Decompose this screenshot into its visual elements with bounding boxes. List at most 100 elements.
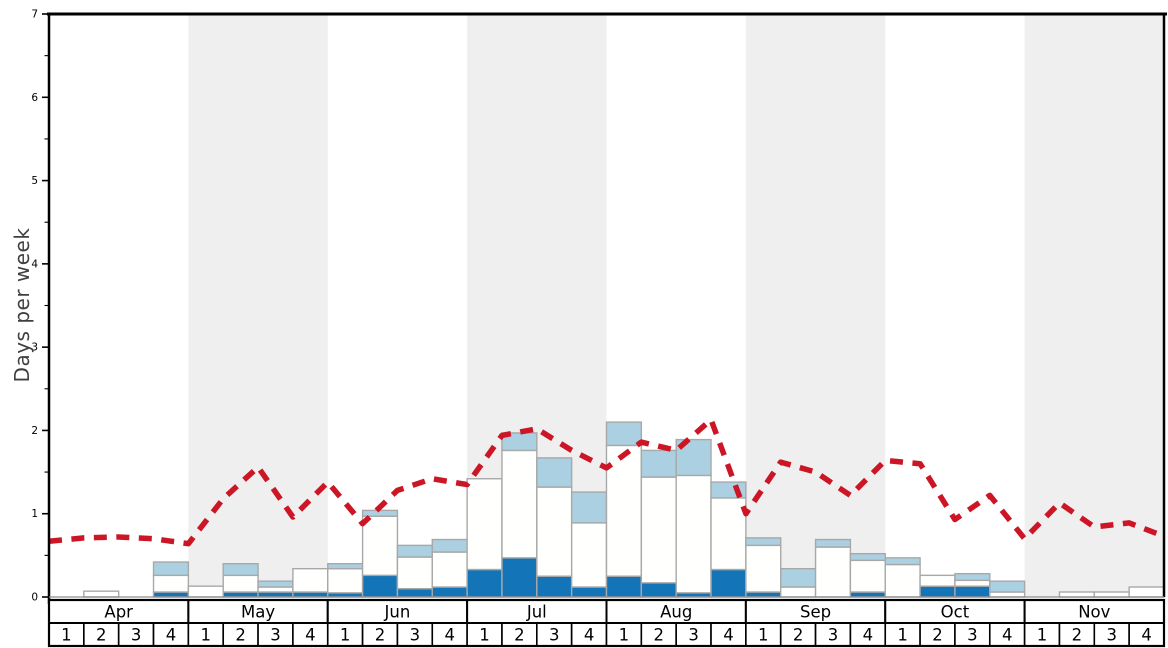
bar-segment-light-blue	[152, 561, 190, 577]
bar-segment-white	[222, 574, 259, 593]
y-tick-label: 1	[31, 508, 38, 520]
bar-segment-dark-blue	[292, 591, 329, 598]
bar-segment-dark-blue	[222, 591, 259, 598]
week-cell-label: 1	[61, 626, 72, 645]
bar-segment-light-blue	[605, 421, 643, 447]
week-cell-label: 2	[793, 626, 804, 645]
y-tick-label: 3	[31, 342, 38, 354]
bar-segment-light-blue	[501, 432, 538, 452]
bar-segment-light-blue	[640, 449, 677, 478]
month-cell-label: Sep	[800, 603, 831, 622]
bar-segment-white	[431, 551, 468, 588]
bar-segment-dark-blue	[466, 568, 503, 598]
week-cell-label: 3	[967, 626, 978, 645]
bar-segment-light-blue	[884, 557, 921, 566]
week-cell-label: 3	[688, 626, 699, 645]
week-cell-label: 3	[1106, 626, 1117, 645]
week-cell-label: 1	[201, 626, 212, 645]
bar-segment-light-blue	[327, 562, 364, 570]
month-cell-label: Nov	[1078, 603, 1110, 622]
week-cell-label: 2	[96, 626, 107, 645]
bar-segment-white	[954, 579, 991, 587]
bar-segment-white	[361, 515, 399, 577]
bar-segment-light-blue	[849, 552, 886, 562]
table-outline	[47, 598, 1166, 648]
bar-segment-white	[814, 546, 852, 598]
y-tick-label: 5	[31, 175, 38, 187]
week-cell-label: 1	[479, 626, 490, 645]
bar-segment-dark-blue	[954, 585, 991, 598]
y-tick-label: 2	[31, 425, 38, 437]
bar-segment-white	[710, 497, 747, 571]
bar-segment-dark-blue	[501, 557, 538, 598]
bar-segment-dark-blue	[361, 574, 399, 598]
y-tick-label: 7	[31, 9, 38, 21]
bar-segment-dark-blue	[257, 591, 294, 598]
bar-segment-white	[152, 574, 190, 593]
month-cell-label: Jun	[384, 603, 411, 622]
bar-segment-dark-blue	[605, 575, 643, 598]
bar-segment-light-blue	[536, 457, 573, 488]
y-axis-label: Days per week	[10, 227, 34, 383]
bar-segment-white	[1128, 586, 1165, 598]
week-cell-label: 3	[828, 626, 839, 645]
month-cell-label: Oct	[941, 603, 970, 622]
week-cell-label: 3	[131, 626, 142, 645]
bar-segment-white	[187, 585, 224, 598]
bar-segment-white	[884, 563, 921, 598]
month-band-nov	[1024, 14, 1164, 597]
bar-segment-white	[605, 444, 643, 577]
bar-segment-dark-blue	[849, 591, 886, 598]
bar-segment-white	[292, 567, 329, 593]
bar-segment-white	[396, 556, 433, 590]
bar-segment-light-blue	[954, 572, 991, 582]
bar-segment-dark-blue	[710, 568, 747, 598]
bar-segment-white	[501, 449, 538, 559]
month-cell-label: Apr	[104, 603, 133, 622]
bar-segment-light-blue	[814, 538, 852, 548]
week-cell-label: 2	[1072, 626, 1083, 645]
bar-segment-white	[849, 559, 886, 593]
bar-segment-white	[1093, 591, 1130, 598]
month-cell-label: Aug	[660, 603, 692, 622]
week-cell-label: 4	[444, 626, 455, 645]
bar-segment-white	[640, 476, 677, 584]
bar-segment-light-blue	[989, 580, 1026, 593]
week-cell-label: 4	[1141, 626, 1152, 645]
bar-segment-white	[780, 586, 817, 598]
bar-segment-white	[83, 590, 120, 598]
week-cell-label: 1	[758, 626, 769, 645]
month-cell-label: May	[241, 603, 275, 622]
bar-segment-white	[919, 574, 956, 587]
bar-segment-light-blue	[745, 537, 782, 547]
week-cell-label: 2	[375, 626, 386, 645]
bar-segment-light-blue	[570, 491, 608, 524]
week-cell-label: 3	[270, 626, 281, 645]
week-cell-label: 4	[166, 626, 177, 645]
bar-segment-white	[536, 486, 573, 577]
bar-segment-dark-blue	[640, 582, 677, 598]
month-band-sep	[745, 14, 886, 597]
week-cell-label: 4	[723, 626, 734, 645]
bar-segment-light-blue	[222, 562, 259, 577]
bar-segment-light-blue	[431, 538, 468, 553]
week-cell-label: 4	[584, 626, 595, 645]
y-tick-label: 4	[31, 258, 38, 270]
week-cell-label: 3	[410, 626, 421, 645]
bar-segment-dark-blue	[570, 586, 608, 598]
week-cell-label: 4	[863, 626, 874, 645]
week-cell-label: 3	[549, 626, 560, 645]
bar-segment-light-blue	[257, 580, 294, 588]
bar-segment-white	[675, 474, 712, 594]
bar-segment-white	[1058, 591, 1096, 598]
bar-segment-dark-blue	[396, 587, 433, 598]
bar-segment-dark-blue	[919, 585, 956, 598]
week-cell-label: 2	[235, 626, 246, 645]
week-cell-label: 4	[1002, 626, 1013, 645]
week-cell-label: 1	[897, 626, 908, 645]
bar-segment-white	[257, 586, 294, 593]
red-dashed-line	[48, 416, 1165, 547]
week-cell-label: 2	[654, 626, 665, 645]
month-band-may	[188, 14, 328, 597]
